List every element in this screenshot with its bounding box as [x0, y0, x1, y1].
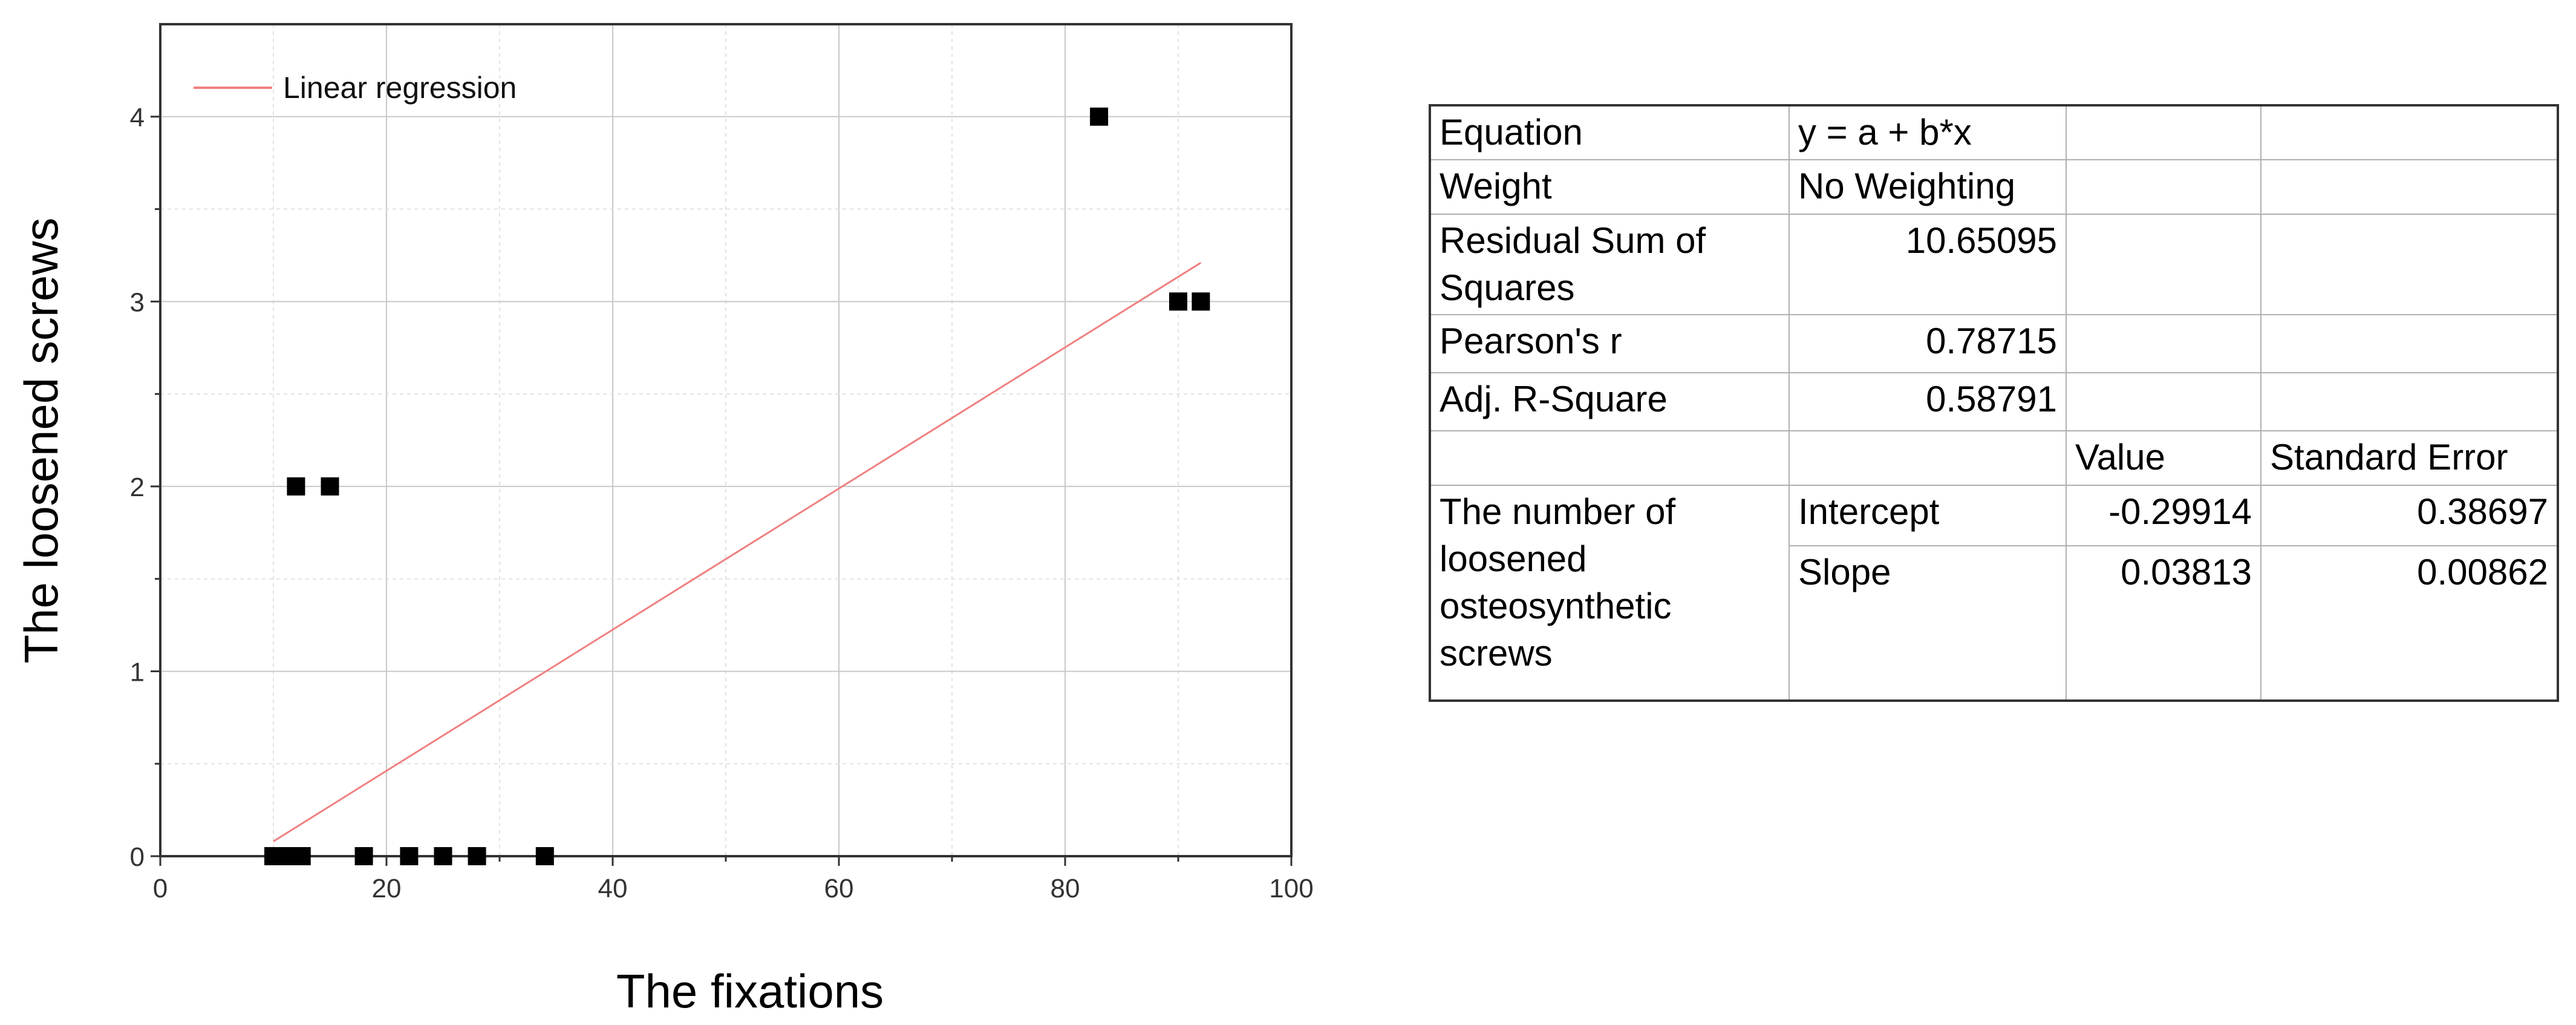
table-cell: The number of loosened osteosynthetic sc… [1429, 485, 1790, 701]
table-cell: 0.38697 [2260, 485, 2558, 546]
table-cell: Slope [1789, 545, 2067, 701]
y-tick-label: 1 [130, 657, 145, 687]
grid-lines [160, 24, 1291, 856]
table-cell: 0.58791 [1789, 372, 2067, 431]
x-axis-title: The fixations [616, 964, 884, 1018]
table-cell: -0.29914 [2066, 485, 2261, 546]
x-tick-label: 40 [598, 874, 628, 903]
table-cell [2066, 214, 2261, 315]
x-tick-label: 20 [372, 874, 402, 903]
table-cell: 0.03813 [2066, 545, 2261, 701]
table-cell [2066, 372, 2261, 431]
table-cell: Equation [1429, 105, 1790, 160]
table-cell [2260, 372, 2558, 431]
table-row: The number of loosened osteosynthetic sc… [1429, 485, 2558, 701]
y-axis-title: The loosened screws [15, 217, 68, 663]
table-cell [2066, 314, 2261, 373]
table-row: Residual Sum of Squares 10.65095 [1429, 214, 2558, 315]
legend: Linear regression [194, 71, 517, 105]
data-point [434, 847, 452, 865]
x-tick-label: 100 [1269, 874, 1313, 903]
table-cell [2260, 214, 2558, 315]
x-tick-label: 60 [824, 874, 854, 903]
table-row: Weight No Weighting [1429, 159, 2558, 215]
data-point [468, 847, 486, 865]
table-cell: y = a + b*x [1789, 105, 2067, 160]
table-cell [2260, 159, 2558, 215]
table-cell: Adj. R-Square [1429, 372, 1790, 431]
table-cell: 10.65095 [1789, 214, 2067, 315]
data-point [321, 477, 339, 496]
table-cell: Standard Error [2260, 430, 2558, 486]
data-point [1169, 292, 1187, 311]
table-cell: Value [2066, 430, 2261, 486]
regression-stats-table: Equation y = a + b*x Weight No Weighting Res… [1429, 104, 2559, 702]
data-points [264, 107, 1210, 865]
table-row: Equation y = a + b*x [1429, 105, 2558, 160]
table-cell [2066, 159, 2261, 215]
data-point [354, 847, 373, 865]
table-cell: Intercept [1789, 485, 2067, 546]
x-tick-label: 80 [1051, 874, 1080, 903]
data-point [287, 477, 305, 496]
table-cell: Residual Sum of Squares [1429, 214, 1790, 315]
table-cell [2260, 105, 2558, 160]
y-tick-label: 2 [130, 473, 145, 502]
table-cell: Pearson's r [1429, 314, 1790, 373]
table-row: Slope 0.03813 0.00862 [1430, 545, 2558, 701]
axis-ticks: 0 20 40 60 80 100 0 1 2 3 4 [130, 103, 1314, 903]
scatter-chart: 0 20 40 60 80 100 0 1 2 3 4 Linear regression The … [15, 23, 1314, 1018]
table-cell [1429, 430, 1790, 486]
table-cell: No Weighting [1789, 159, 2067, 215]
table-row: Pearson's r 0.78715 [1429, 314, 2558, 373]
table-cell: 0.78715 [1789, 314, 2067, 373]
x-tick-label: 0 [153, 874, 168, 903]
data-point [535, 847, 554, 865]
data-point [1090, 107, 1109, 126]
y-tick-label: 3 [130, 287, 145, 317]
table-row: Value Standard Error [1429, 430, 2558, 486]
data-point [400, 847, 419, 865]
y-tick-label: 0 [130, 842, 145, 872]
table-cell [2066, 105, 2261, 160]
data-point [1192, 292, 1210, 311]
table-cell [2260, 314, 2558, 373]
legend-label: Linear regression [283, 71, 517, 105]
regression-line [273, 261, 1202, 842]
table-row: Adj. R-Square 0.58791 [1429, 372, 2558, 431]
data-point [292, 847, 311, 865]
table-cell: 0.00862 [2260, 545, 2558, 701]
y-tick-label: 4 [130, 103, 145, 133]
table-cell [1789, 430, 2067, 486]
table-cell: Weight [1429, 159, 1790, 215]
